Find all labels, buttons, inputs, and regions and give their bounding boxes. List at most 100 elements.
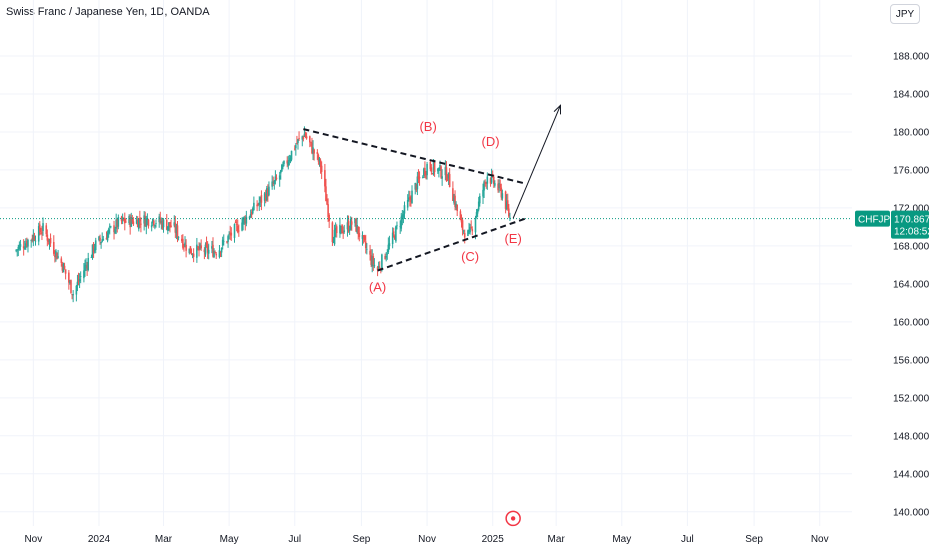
candle-body [70, 280, 72, 294]
candle-body [482, 189, 484, 197]
x-tick-label: Mar [155, 534, 173, 545]
candle-body [189, 246, 192, 254]
candle-body [78, 279, 81, 282]
candle-body [411, 190, 413, 204]
candle-body [421, 177, 424, 179]
x-tick-label: Mar [548, 534, 566, 545]
candle-body [245, 216, 248, 224]
candle-body [301, 136, 304, 140]
candle-body [196, 244, 198, 258]
x-tick-label: Nov [24, 534, 42, 545]
candle-body [335, 226, 338, 234]
candle-body [492, 176, 495, 184]
wave-label: (B) [419, 119, 436, 134]
candle-body [176, 225, 179, 238]
candle-body [448, 174, 451, 187]
candle-body [356, 225, 358, 233]
candle-body [218, 250, 221, 258]
current-price-label: 170.867 [894, 215, 931, 226]
candle-body [155, 222, 157, 224]
candle-body [403, 205, 406, 214]
candle-body [445, 167, 448, 181]
candle-body [49, 237, 52, 244]
candle-body [433, 162, 436, 173]
candle-body [313, 149, 315, 154]
candle-body [461, 220, 464, 231]
candle-body [334, 227, 337, 231]
candle-body [268, 186, 270, 196]
candle-body [139, 218, 141, 222]
candle-body [415, 184, 418, 191]
candle-body [190, 253, 193, 255]
candle-body [211, 246, 213, 249]
candle-body [342, 232, 344, 234]
candle-body [364, 241, 367, 249]
candle-body [392, 231, 395, 234]
y-tick-label: 168.000 [893, 241, 930, 252]
candle-body [319, 160, 322, 168]
x-axis: Nov 2024 Mar May Jul Sep Nov 2025 Mar May Jul Sep No… [24, 534, 828, 545]
candle-body [227, 236, 229, 242]
y-tick-label: 164.000 [893, 279, 930, 290]
candle-body [125, 221, 127, 223]
candle-body [402, 214, 405, 218]
candle-body [106, 233, 109, 241]
candle-body [153, 220, 155, 226]
candle-body [394, 235, 396, 240]
candle-body [62, 263, 65, 273]
candle-body [177, 236, 180, 238]
candle-body [410, 198, 412, 202]
candle-body [463, 232, 466, 238]
candle-body [181, 238, 183, 242]
y-tick-label: 172.000 [893, 203, 930, 214]
x-tick-label: 2025 [482, 534, 505, 545]
candle-body [136, 219, 139, 228]
candle-body [252, 208, 254, 214]
candle-body [207, 249, 210, 254]
candle-body [30, 240, 32, 241]
candle-body [318, 158, 321, 162]
candle-body [94, 240, 97, 251]
candle-body [423, 168, 425, 176]
candle-body [230, 232, 233, 236]
currency-button[interactable]: JPY [890, 4, 920, 24]
candle-body [121, 217, 124, 221]
candle-body [498, 183, 500, 189]
candle-body [446, 179, 449, 181]
candle-body [144, 216, 147, 227]
candle-body [140, 223, 142, 225]
candle-body [161, 220, 164, 229]
candle-body [429, 161, 432, 170]
candle-body [235, 223, 238, 225]
candle-body [84, 265, 86, 271]
candles [15, 126, 511, 303]
candle-body [234, 221, 237, 223]
candle-body [154, 225, 156, 227]
x-tick-label: May [220, 534, 239, 545]
candle-body [489, 178, 492, 184]
candle-body [263, 193, 266, 201]
candle-body [500, 187, 503, 198]
candle-body [460, 219, 463, 223]
candle-body [486, 176, 489, 184]
candle-body [219, 251, 222, 253]
candle-body [320, 165, 323, 172]
candle-body [509, 217, 511, 219]
candle-body [229, 232, 232, 235]
candle-body [316, 152, 319, 154]
x-tick-label: Nov [418, 534, 436, 545]
candle-body [91, 244, 94, 257]
candle-body [169, 222, 171, 227]
candle-body [437, 168, 439, 172]
candle-body [204, 244, 207, 255]
candle-body [370, 255, 372, 265]
candle-body [462, 230, 465, 232]
candle-body [468, 229, 470, 232]
candle-body [69, 281, 71, 283]
candle-body [92, 243, 95, 253]
candle-body [467, 230, 469, 236]
candle-body [432, 161, 435, 175]
candle-body [41, 232, 43, 234]
candle-body [272, 182, 275, 184]
